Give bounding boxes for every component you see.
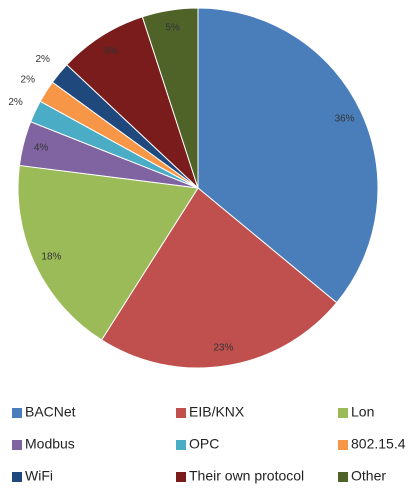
legend-swatch xyxy=(338,408,348,418)
legend-label: WiFi xyxy=(25,468,53,484)
slice-label: 2% xyxy=(35,54,50,65)
pie-slice xyxy=(17,164,199,341)
legend-swatch xyxy=(176,440,186,450)
slice-label: 2% xyxy=(8,97,23,108)
slice-label: 23% xyxy=(213,343,233,354)
legend-label: BACNet xyxy=(25,404,76,420)
legend-swatch xyxy=(176,472,186,482)
pie-slice xyxy=(197,7,379,304)
pie-slice xyxy=(100,187,338,369)
slice-label: 8% xyxy=(104,46,119,57)
legend-swatch xyxy=(176,408,186,418)
slice-label: 5% xyxy=(165,23,180,34)
legend-label: Lon xyxy=(351,404,374,420)
slice-label: 18% xyxy=(41,252,61,263)
slice-label: 2% xyxy=(21,75,36,86)
legend-swatch xyxy=(12,440,22,450)
pie-slice xyxy=(141,7,199,189)
legend-label: Their own protocol xyxy=(189,468,304,484)
legend-swatch xyxy=(338,472,348,482)
slice-label: 4% xyxy=(34,142,49,153)
legend-label: OPC xyxy=(189,436,219,452)
legend-swatch xyxy=(12,408,22,418)
legend-label: Modbus xyxy=(25,436,75,452)
pie-slice xyxy=(66,16,199,189)
legend-label: Other xyxy=(351,468,386,484)
legend-swatch xyxy=(338,440,348,450)
legend-swatch xyxy=(12,472,22,482)
slice-label: 36% xyxy=(335,114,355,125)
legend-label: 802.15.4 xyxy=(351,436,406,452)
legend-label: EIB/KNX xyxy=(189,404,245,420)
